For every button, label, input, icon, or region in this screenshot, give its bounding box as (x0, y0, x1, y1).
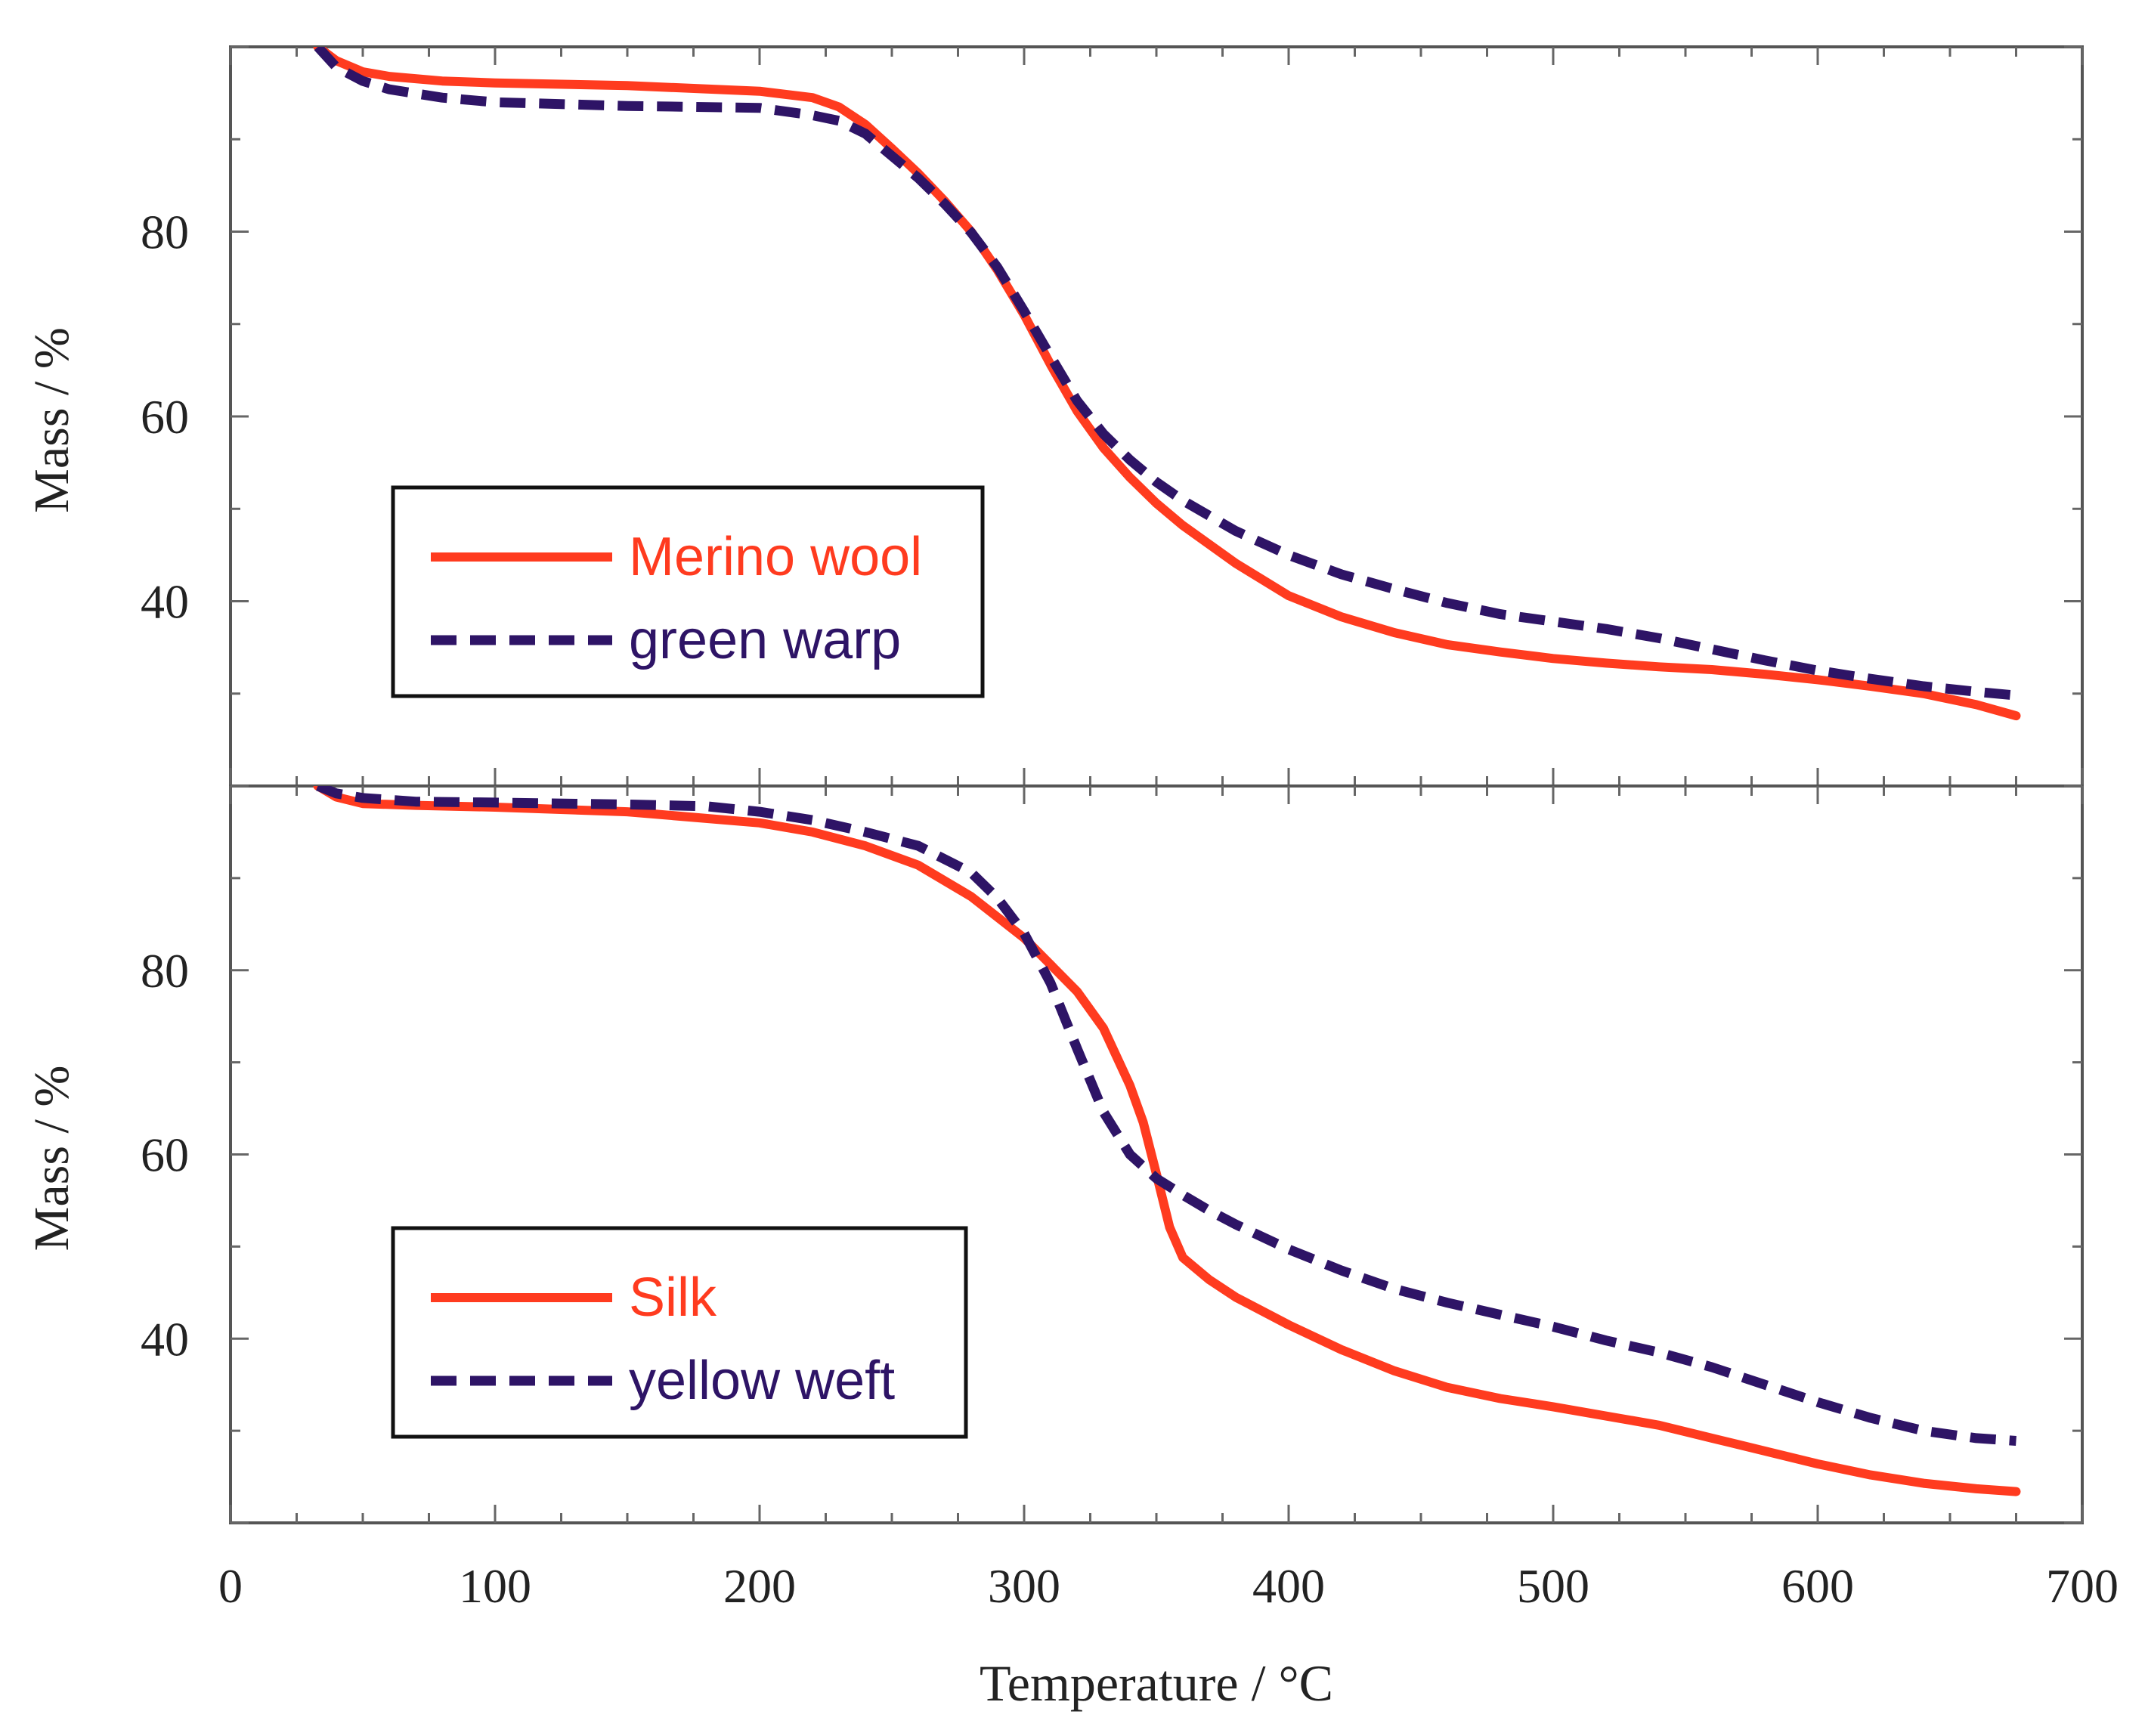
panel-merino-green: 40 60 80 Mass / % Merino wool green warp (24, 45, 2084, 788)
y-tick-label: 80 (141, 944, 189, 998)
series-line-merino-wool (313, 47, 2021, 721)
x-axis-title: Temperature / °C (980, 1654, 1333, 1712)
legend: Silk yellow weft (391, 1226, 968, 1439)
y-tick-label: 80 (141, 206, 189, 259)
legend-label-green-warp: green warp (629, 610, 901, 670)
series-line-yellow-weft (316, 786, 2016, 1446)
panel-silk-yellow: 40 60 80 Mass / % Silk yellow weft (24, 784, 2084, 1524)
y-tick-label: 40 (141, 1312, 189, 1366)
legend-label-merino-wool: Merino wool (629, 527, 922, 587)
x-tick-label: 600 (1781, 1559, 1854, 1613)
legend-label-silk: Silk (629, 1267, 717, 1328)
x-tick-label: 100 (459, 1559, 531, 1613)
x-tick-label: 200 (723, 1559, 796, 1613)
series-line-silk (313, 786, 2021, 1496)
shared-x-axis: 0 100 200 300 400 500 600 700 Temperature / °C (218, 1559, 2119, 1712)
x-tick-label: 700 (2046, 1559, 2119, 1613)
y-axis-title: Mass / % (24, 1066, 79, 1252)
x-tick-label: 500 (1517, 1559, 1589, 1613)
series-line-green-warp (314, 47, 2017, 701)
y-tick-label: 60 (141, 390, 189, 444)
y-tick-label: 40 (141, 575, 189, 629)
x-tick-label: 0 (218, 1559, 243, 1613)
legend: Merino wool green warp (391, 485, 985, 698)
x-tick-label: 300 (988, 1559, 1060, 1613)
legend-box (391, 485, 985, 698)
y-tick-label: 60 (141, 1128, 189, 1182)
y-axis-title: Mass / % (24, 327, 79, 513)
legend-label-yellow-weft: yellow weft (629, 1351, 895, 1411)
x-tick-label: 400 (1252, 1559, 1325, 1613)
legend-box (391, 1226, 968, 1439)
